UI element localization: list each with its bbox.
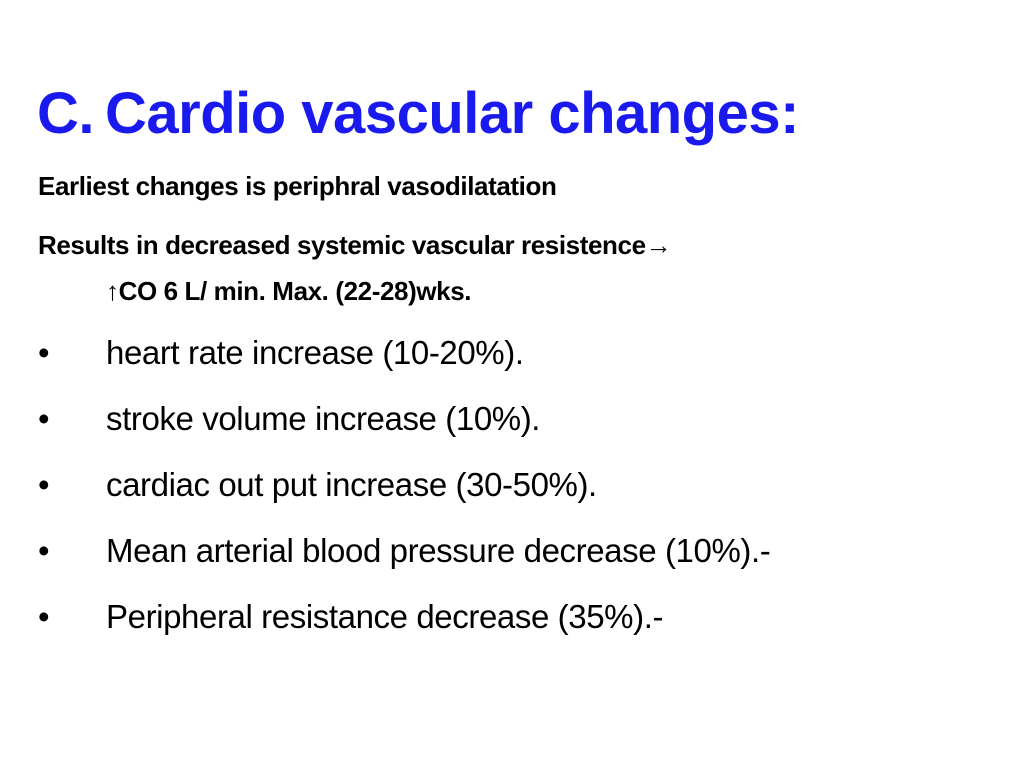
bullet-item: • cardiac out put increase (30-50%). [38,462,988,507]
subtitle-line-2: Results in decreased systemic vascular r… [38,230,672,260]
subtitle-line-1: Earliest changes is periphral vasodilata… [38,171,557,201]
bullet-text: Peripheral resistance decrease (35%).- [106,598,664,635]
subtitle-line-2-continued: ↑CO 6 L/ min. Max. (22-28)wks. [106,276,472,306]
bullet-item: • heart rate increase (10-20%). [38,330,988,375]
bullet-text: cardiac out put increase (30-50%). [106,466,597,503]
bullet-list: • heart rate increase (10-20%). • stroke… [38,330,988,660]
bullet-text: stroke volume increase (10%). [106,400,541,437]
slide-title: C. Cardio vascular changes: [37,74,799,154]
title-number: C. [37,81,95,146]
bullet-icon: • [38,400,50,437]
bullet-item: • Mean arterial blood pressure decrease … [38,528,988,573]
bullet-icon: • [38,466,50,503]
bullet-item: • stroke volume increase (10%). [38,396,988,441]
bullet-text: heart rate increase (10-20%). [106,334,524,371]
bullet-icon: • [38,532,50,569]
bullet-icon: • [38,334,50,371]
title-text: Cardio vascular changes: [105,81,799,146]
bullet-text: Mean arterial blood pressure decrease (1… [106,532,771,569]
bullet-icon: • [38,598,50,635]
bullet-item: • Peripheral resistance decrease (35%).- [38,594,988,639]
